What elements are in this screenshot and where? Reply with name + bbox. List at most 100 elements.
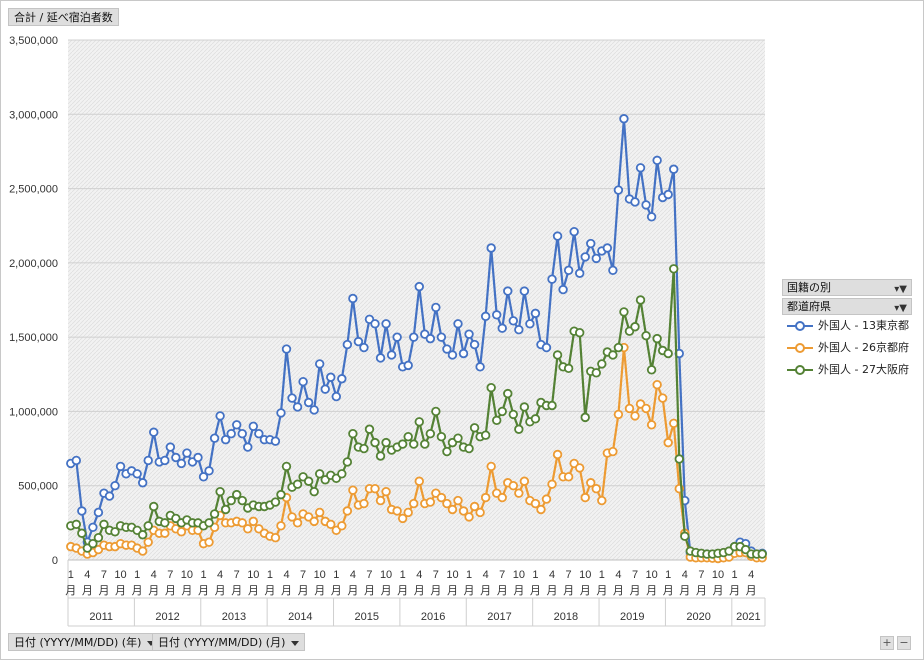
data-point [420, 439, 430, 449]
month-field-button[interactable]: 日付 (YYYY/MM/DD) (月) [152, 633, 306, 651]
data-point [475, 507, 485, 518]
nationality-filter-button[interactable]: 国籍の別 ▾▼ [782, 279, 912, 296]
data-point [409, 332, 419, 342]
y-tick-label: 1,500,000 [9, 332, 58, 344]
data-point [563, 265, 574, 275]
data-point [292, 402, 303, 412]
data-point [281, 461, 292, 472]
series-1 [66, 342, 767, 564]
x-tick-year: 2014 [288, 611, 312, 623]
expand-field-button[interactable]: + [880, 636, 894, 650]
data-point [646, 420, 657, 430]
data-point [326, 372, 336, 382]
data-point [364, 424, 375, 434]
data-point [309, 405, 319, 415]
x-tick-month: 1 [333, 569, 339, 581]
data-point [519, 402, 530, 412]
data-point [503, 388, 513, 399]
x-tick-month-suffix: 月 [148, 585, 159, 597]
dropdown-arrow-icon [147, 640, 156, 646]
x-tick-month-suffix: 月 [381, 585, 392, 597]
data-point [137, 546, 148, 556]
year-field-button[interactable]: 日付 (YYYY/MM/DD) (年) [8, 633, 162, 651]
data-point [530, 498, 541, 509]
data-point [381, 319, 391, 329]
data-point [143, 455, 153, 466]
x-tick-month-suffix: 月 [414, 585, 425, 597]
data-point [193, 452, 203, 463]
data-point [558, 284, 568, 295]
x-tick-month-suffix: 月 [215, 585, 226, 597]
data-point [331, 391, 341, 402]
legend-label-tokyo: 外国人 - 13東京都 [818, 319, 909, 332]
data-point [215, 486, 225, 497]
data-point [314, 469, 325, 479]
data-point [198, 472, 209, 482]
x-tick-month-suffix: 月 [696, 585, 707, 597]
data-point [77, 506, 87, 516]
x-tick-month: 4 [217, 569, 223, 581]
x-tick-month: 4 [615, 569, 621, 581]
data-point [525, 319, 535, 329]
data-point [232, 420, 242, 430]
data-point [586, 238, 596, 249]
data-point [608, 446, 618, 457]
data-point [182, 448, 192, 458]
data-point [110, 481, 120, 491]
x-tick-month: 7 [167, 569, 173, 581]
data-point [115, 461, 126, 472]
data-point [143, 537, 153, 547]
data-point [436, 492, 447, 503]
data-point [204, 466, 214, 476]
data-point [425, 497, 436, 507]
data-point [669, 164, 679, 174]
data-point [88, 538, 98, 549]
x-tick-month-suffix: 月 [663, 585, 674, 597]
x-tick-month-suffix: 月 [82, 585, 93, 597]
data-point [303, 397, 314, 408]
data-point [149, 427, 159, 437]
x-tick-month: 7 [300, 569, 306, 581]
data-point [480, 492, 491, 503]
data-point [519, 476, 530, 486]
data-point [292, 479, 303, 489]
value-field-button[interactable]: 合計 / 延べ宿泊者数 [8, 8, 119, 26]
data-point [381, 437, 391, 448]
data-point [298, 377, 308, 387]
data-point [337, 521, 347, 531]
collapse-field-button[interactable]: − [897, 636, 911, 650]
x-tick-year: 2021 [736, 611, 760, 623]
data-point [270, 436, 281, 446]
data-point [137, 530, 148, 540]
data-point [669, 264, 679, 274]
x-tick-month-suffix: 月 [464, 585, 475, 597]
x-tick-month: 10 [314, 569, 326, 581]
x-tick-month: 10 [446, 569, 458, 581]
x-tick-month-suffix: 月 [497, 585, 508, 597]
filter-icon: ▾▼ [894, 303, 907, 314]
data-point [469, 339, 480, 350]
data-point [160, 518, 170, 528]
data-point [248, 421, 259, 431]
x-tick-month-suffix: 月 [364, 585, 375, 597]
data-point [403, 507, 413, 518]
data-point [552, 231, 563, 241]
x-tick-month: 1 [200, 569, 206, 581]
x-tick-year: 2017 [487, 611, 511, 623]
data-point [652, 333, 662, 344]
prefecture-filter-button[interactable]: 都道府県 ▾▼ [782, 298, 912, 315]
x-tick-month-suffix: 月 [98, 585, 109, 597]
data-point [613, 409, 624, 420]
data-point [342, 339, 353, 350]
data-point [220, 504, 231, 515]
data-point [409, 439, 419, 449]
x-tick-month-suffix: 月 [248, 585, 259, 597]
data-point [226, 495, 236, 506]
x-tick-month: 7 [632, 569, 638, 581]
x-tick-month: 1 [267, 569, 273, 581]
data-point [514, 424, 524, 434]
data-point [591, 368, 601, 378]
data-point [635, 163, 646, 173]
data-point [674, 454, 684, 464]
data-point [165, 442, 176, 452]
